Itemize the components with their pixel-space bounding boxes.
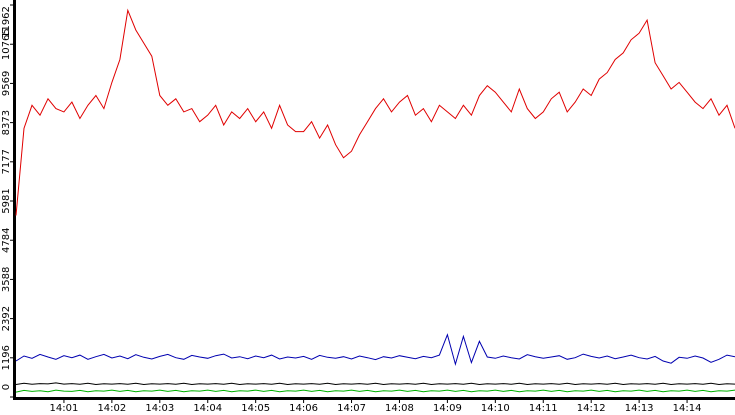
series-line [15, 8, 735, 216]
x-tick-label: 14:06 [289, 403, 318, 414]
x-tick-label: 14:08 [385, 403, 414, 414]
x-tick-label: 14:01 [50, 403, 79, 414]
y-tick-label: 10765 [1, 28, 12, 60]
y-tick-label: 5981 [1, 188, 12, 213]
series-line [15, 389, 735, 393]
y-axis-line [13, 0, 16, 400]
x-tick-label: 14:04 [193, 403, 222, 414]
series-line [15, 382, 735, 386]
x-tick-label: 14:10 [481, 403, 510, 414]
y-tick-label: 4784 [1, 227, 12, 252]
y-tick-label: 3588 [1, 267, 12, 292]
x-tick-label: 14:12 [577, 403, 606, 414]
x-tick-label: 14:07 [337, 403, 366, 414]
y-tick-label: 7177 [1, 149, 12, 174]
y-tick-label: 0 [1, 384, 12, 390]
x-axis-line [13, 397, 735, 400]
y-tick-label: 8373 [1, 110, 12, 135]
x-tick-label: 14:14 [673, 403, 702, 414]
y-tick-label: 9569 [1, 71, 12, 96]
x-tick-label: 14:09 [433, 403, 462, 414]
x-tick-label: 14:05 [241, 403, 270, 414]
x-tick-label: 14:02 [97, 403, 126, 414]
y-tick-label: 2392 [1, 306, 12, 331]
x-tick-label: 14:03 [145, 403, 174, 414]
series-line [15, 333, 735, 367]
x-tick-label: 14:13 [625, 403, 654, 414]
x-tick-label: 14:11 [529, 403, 558, 414]
y-tick-label: 11962 [1, 6, 12, 38]
y-tick-label: 1196 [1, 345, 12, 370]
